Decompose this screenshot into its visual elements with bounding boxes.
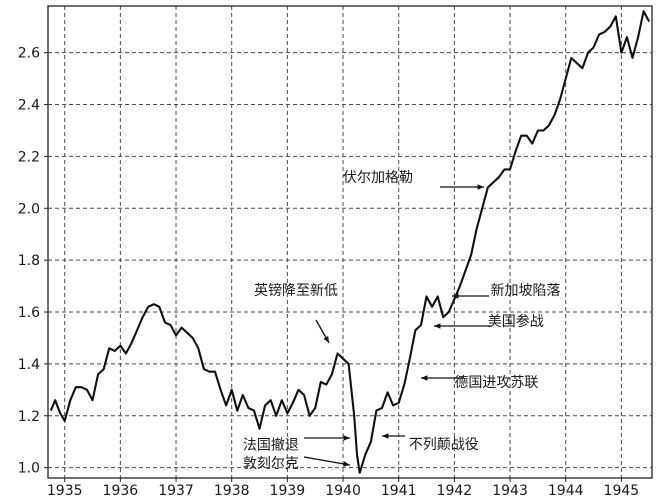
annotation-label: 法国撤退 — [243, 437, 299, 453]
y-tick-label: 1.6 — [18, 305, 40, 321]
x-tick-label: 1936 — [103, 483, 139, 499]
arrow-head — [452, 293, 459, 299]
annotation-label: 英镑降至新低 — [254, 282, 338, 299]
series-layer — [49, 10, 651, 474]
annotation-label: 不列颠战役 — [409, 437, 479, 453]
arrow-head — [434, 323, 441, 329]
plot-frame — [47, 5, 653, 479]
y-tick-label: 1.4 — [18, 357, 40, 373]
x-tick-label: 1945 — [604, 483, 640, 499]
arrow-head — [323, 336, 329, 343]
arrow-head — [421, 375, 428, 381]
y-tick-label: 1.2 — [18, 409, 40, 425]
x-tick-label: 1935 — [47, 483, 83, 499]
x-tick-label: 1942 — [437, 483, 473, 499]
annotation-label: 德国进攻苏联 — [454, 375, 538, 391]
annotation-label: 敦刻尔克 — [243, 456, 299, 472]
x-tick-label: 1944 — [548, 483, 584, 499]
gridlines — [48, 6, 652, 478]
y-tick-label: 2.4 — [18, 98, 40, 114]
annotation-arrow — [452, 293, 489, 299]
annotation-label: 美国参战 — [488, 313, 544, 330]
arrow-shaft — [303, 456, 351, 466]
x-tick-label: 1943 — [492, 483, 528, 499]
y-axis-ticks: 1.0 1.2 1.4 1.6 1.8 2.0 2.2 2.4 2.6 — [18, 46, 48, 477]
x-tick-label: 1939 — [270, 483, 306, 499]
y-tick-label: 1.8 — [18, 253, 40, 269]
x-tick-label: 1938 — [214, 483, 250, 499]
x-axis-ticks: 1935 1936 1937 1938 1939 1940 1941 1942 1943 1944… — [47, 478, 639, 499]
annotation-arrow — [304, 435, 350, 441]
annotation-arrow — [421, 375, 464, 381]
arrow-head — [477, 184, 484, 190]
arrow-head — [343, 435, 350, 441]
y-tick-label: 2.0 — [18, 201, 40, 217]
arrow-head — [343, 461, 350, 467]
annotation-arrow — [440, 184, 484, 190]
series-line — [49, 10, 651, 474]
annotation-arrow — [382, 433, 405, 439]
y-tick-label: 2.2 — [18, 149, 40, 165]
annotation-label: 伏尔加格勒 — [343, 170, 413, 186]
x-tick-label: 1940 — [325, 483, 361, 499]
x-tick-label: 1941 — [381, 483, 417, 499]
annotation-arrow — [434, 323, 492, 329]
y-tick-label: 2.6 — [18, 46, 40, 62]
annotation-label: 新加坡陷落 — [491, 283, 561, 299]
annotation-arrow — [315, 319, 330, 344]
arrow-head — [382, 433, 389, 439]
annotation-arrow — [303, 456, 351, 467]
x-tick-label: 1937 — [158, 483, 194, 499]
y-tick-label: 1.0 — [18, 461, 40, 477]
